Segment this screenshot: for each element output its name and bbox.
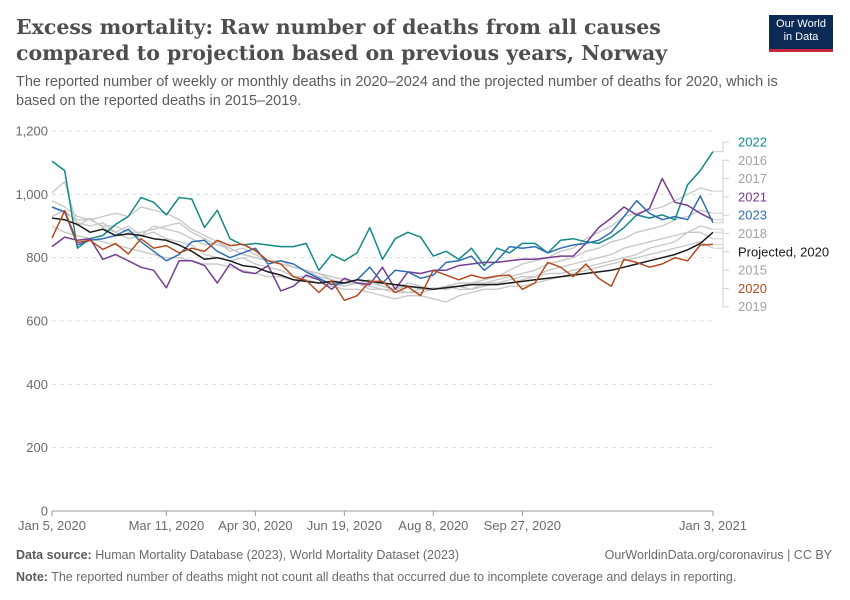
series-line-2020 [51, 210, 714, 302]
data-source-label: Data source: [16, 548, 92, 562]
chart-title: Excess mortality: Raw number of deaths f… [16, 15, 668, 65]
y-tick-label: 800 [26, 250, 48, 265]
y-axis: 0 200 400 600 800 1,000 1,200 [15, 124, 48, 519]
x-tick-label: Aug 8, 2020 [398, 518, 468, 533]
legend-connector [714, 159, 729, 192]
grid-layer [52, 130, 713, 512]
x-tick-label: Jun 19, 2020 [307, 518, 382, 533]
series-line-2021 [51, 177, 714, 292]
legend: 2022 2016 2017 2021 2023 2018 Projected, 2020 2… [714, 135, 829, 314]
legend-label: 2021 [738, 189, 767, 204]
y-tick-label: 0 [41, 504, 48, 519]
y-tick-label: 1,000 [15, 187, 48, 202]
legend-connector [714, 214, 729, 224]
legend-label: 2018 [738, 226, 767, 241]
legend-connector [714, 178, 729, 214]
note-text: The reported number of deaths might not … [51, 570, 737, 584]
data-source: Data source: Human Mortality Database (2… [16, 548, 459, 562]
legend-connector [714, 247, 729, 308]
legend-label: 2020 [738, 281, 767, 296]
legend-label: 2019 [738, 299, 767, 314]
legend-label: Projected, 2020 [738, 244, 829, 259]
license-link[interactable]: OurWorldinData.org/coronavirus | CC BY [604, 548, 832, 562]
series-line-2019 [51, 225, 714, 303]
x-tick-label: Mar 11, 2020 [129, 518, 205, 533]
series-line-2018 [51, 206, 714, 294]
x-axis: Jan 5, 2020 Mar 11, 2020 Apr 30, 2020 Jun 1… [18, 511, 747, 533]
y-tick-label: 1,200 [15, 124, 48, 139]
chart-subtitle: The reported number of weekly or monthly… [16, 74, 778, 109]
legend-label: 2015 [738, 263, 767, 278]
y-tick-label: 600 [26, 314, 48, 329]
series-line-2015 [51, 181, 714, 294]
legend-connector [714, 141, 729, 153]
legend-label: 2022 [738, 135, 767, 150]
logo-line-2: in Data [783, 30, 819, 43]
legend-connector [714, 238, 729, 271]
legend-connector [714, 196, 729, 221]
legend-label: 2016 [738, 153, 767, 168]
legend-connector [714, 231, 729, 253]
series-layer [51, 151, 714, 303]
note-label: Note: [16, 570, 48, 584]
series-line-projected-2020 [51, 217, 714, 291]
legend-connector [714, 243, 729, 289]
x-tick-label: Sep 27, 2020 [484, 518, 561, 533]
y-tick-label: 200 [26, 440, 48, 455]
x-tick-label: Apr 30, 2020 [218, 518, 292, 533]
series-line-2022 [51, 151, 714, 272]
x-tick-label: Jan 3, 2021 [679, 518, 747, 533]
owid-logo[interactable]: Our World in Data [769, 15, 833, 52]
y-tick-label: 400 [26, 377, 48, 392]
x-tick-label: Jan 5, 2020 [18, 518, 86, 533]
series-line-2017 [51, 200, 714, 290]
legend-label: 2023 [738, 208, 767, 223]
legend-label: 2017 [738, 171, 767, 186]
legend-connector [714, 228, 729, 234]
data-source-text[interactable]: Human Mortality Database (2023), World M… [95, 548, 460, 562]
chart-note: Note: The reported number of deaths migh… [16, 570, 736, 584]
logo-line-1: Our World [776, 18, 826, 30]
